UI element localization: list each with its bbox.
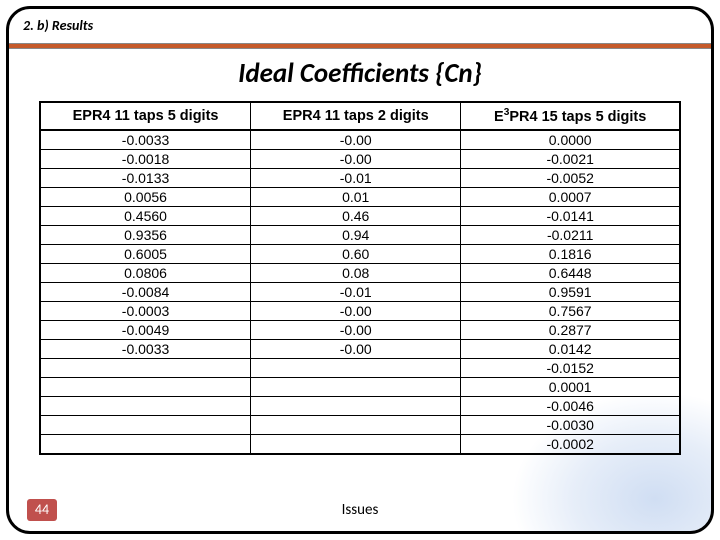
table-row: -0.0003-0.000.7567 (41, 301, 679, 320)
table-cell: 0.1816 (461, 244, 679, 263)
col-header-1-text: EPR4 11 taps 2 digits (283, 108, 429, 124)
table-cell: -0.00 (251, 339, 461, 358)
table-cell: -0.0033 (41, 130, 251, 150)
table-cell: -0.0033 (41, 339, 251, 358)
table-cell (251, 415, 461, 434)
col-header-2: E3PR4 15 taps 5 digits (461, 103, 679, 130)
table-cell: 0.08 (251, 263, 461, 282)
table-cell: 0.01 (251, 187, 461, 206)
table-row: -0.0152 (41, 358, 679, 377)
table-cell: 0.9356 (41, 225, 251, 244)
section-label: 2. b) Results (23, 17, 93, 34)
content-layer: 2. b) Results Ideal Coefficients {Cn} EP… (9, 9, 711, 531)
table-cell (41, 396, 251, 415)
table-cell: -0.0003 (41, 301, 251, 320)
table-cell (41, 358, 251, 377)
table-cell: 0.60 (251, 244, 461, 263)
table-row: -0.0046 (41, 396, 679, 415)
table-row: -0.0002 (41, 434, 679, 453)
table-cell: 0.46 (251, 206, 461, 225)
table-cell: -0.0018 (41, 149, 251, 168)
table-cell: -0.01 (251, 168, 461, 187)
coefficients-table: EPR4 11 taps 5 digits EPR4 11 taps 2 dig… (41, 103, 679, 453)
table-row: -0.0018-0.00-0.0021 (41, 149, 679, 168)
col-header-0-text: EPR4 11 taps 5 digits (73, 108, 219, 124)
table-cell: -0.0141 (461, 206, 679, 225)
table-cell: -0.00 (251, 130, 461, 150)
table-row: 0.0001 (41, 377, 679, 396)
table-cell (41, 434, 251, 453)
section-divider (9, 43, 711, 49)
table-cell: -0.01 (251, 282, 461, 301)
table-cell: 0.6005 (41, 244, 251, 263)
table-cell: 0.0007 (461, 187, 679, 206)
table-row: -0.0033-0.000.0000 (41, 130, 679, 150)
table-cell: -0.00 (251, 301, 461, 320)
table-cell: 0.7567 (461, 301, 679, 320)
slide-title: Ideal Coefficients {Cn} (9, 57, 711, 90)
table-cell (251, 358, 461, 377)
table-cell (251, 434, 461, 453)
table-cell: -0.0021 (461, 149, 679, 168)
table-cell: -0.0084 (41, 282, 251, 301)
table-body: -0.0033-0.000.0000-0.0018-0.00-0.0021-0.… (41, 130, 679, 454)
table-cell: -0.0152 (461, 358, 679, 377)
table-cell: -0.0052 (461, 168, 679, 187)
table-cell: 0.0000 (461, 130, 679, 150)
table-cell: -0.0030 (461, 415, 679, 434)
table-cell: 0.9591 (461, 282, 679, 301)
table-row: 0.08060.080.6448 (41, 263, 679, 282)
table-cell: 0.2877 (461, 320, 679, 339)
coefficients-table-wrap: EPR4 11 taps 5 digits EPR4 11 taps 2 dig… (39, 101, 681, 455)
table-row: -0.0049-0.000.2877 (41, 320, 679, 339)
footer-text: Issues (9, 501, 711, 519)
table-row: 0.45600.46-0.0141 (41, 206, 679, 225)
table-cell (41, 377, 251, 396)
table-cell: 0.0142 (461, 339, 679, 358)
table-cell: -0.0002 (461, 434, 679, 453)
table-cell: -0.00 (251, 149, 461, 168)
col-header-2-pre: E (494, 109, 504, 125)
table-row: -0.0084-0.010.9591 (41, 282, 679, 301)
table-cell: 0.94 (251, 225, 461, 244)
table-cell (41, 415, 251, 434)
slide-frame: 2. b) Results Ideal Coefficients {Cn} EP… (6, 6, 714, 534)
table-cell: -0.0211 (461, 225, 679, 244)
table-header-row: EPR4 11 taps 5 digits EPR4 11 taps 2 dig… (41, 103, 679, 130)
table-row: -0.0033-0.000.0142 (41, 339, 679, 358)
table-cell: 0.0806 (41, 263, 251, 282)
table-cell: -0.0133 (41, 168, 251, 187)
table-cell: 0.4560 (41, 206, 251, 225)
col-header-1: EPR4 11 taps 2 digits (251, 103, 461, 130)
table-cell: -0.00 (251, 320, 461, 339)
table-row: -0.0133-0.01-0.0052 (41, 168, 679, 187)
table-cell: -0.0046 (461, 396, 679, 415)
table-row: 0.00560.010.0007 (41, 187, 679, 206)
table-row: 0.60050.600.1816 (41, 244, 679, 263)
col-header-0: EPR4 11 taps 5 digits (41, 103, 251, 130)
table-cell: 0.0001 (461, 377, 679, 396)
table-cell: -0.0049 (41, 320, 251, 339)
table-cell (251, 396, 461, 415)
table-cell: 0.6448 (461, 263, 679, 282)
table-row: 0.93560.94-0.0211 (41, 225, 679, 244)
col-header-2-post: PR4 15 taps 5 digits (509, 109, 646, 125)
table-cell (251, 377, 461, 396)
table-row: -0.0030 (41, 415, 679, 434)
table-cell: 0.0056 (41, 187, 251, 206)
